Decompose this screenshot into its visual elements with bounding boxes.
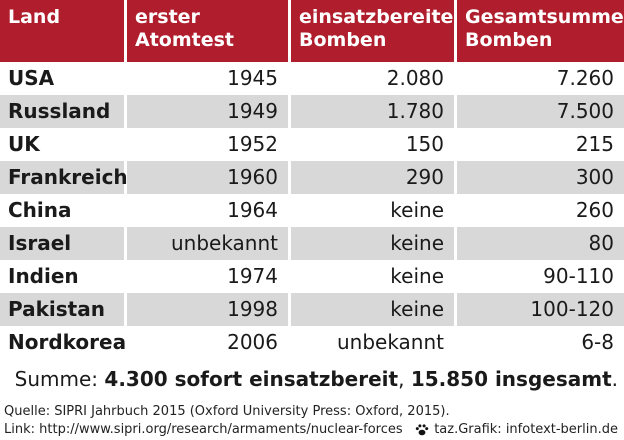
cell-einsatzbereit: keine bbox=[291, 260, 457, 293]
cell-einsatzbereit: keine bbox=[291, 293, 457, 326]
cell-gesamtsumme: 6-8 bbox=[581, 330, 614, 354]
cell-erster-atomtest: 1998 bbox=[127, 293, 291, 326]
table-row: Pakistan 1998 keine 100-120 bbox=[0, 293, 624, 326]
table-row: UK 1952 150 215 bbox=[0, 128, 624, 161]
table-body: USA 1945 2.080 7.260 Russland 1949 1.780 7.500 U… bbox=[0, 62, 624, 359]
cell-erster-atomtest: 1964 bbox=[127, 194, 291, 227]
cell-gesamtsumme: 90-110 bbox=[543, 264, 614, 288]
cell-land: China bbox=[0, 194, 127, 227]
header-gesamtsumme-bomben: Gesamtsumme Bomben bbox=[457, 0, 624, 62]
header-line: Bomben bbox=[465, 29, 553, 51]
cell-land: Russland bbox=[0, 95, 127, 128]
header-einsatzbereite-bomben: einsatzbereite Bomben bbox=[291, 0, 457, 62]
summary-line: Summe: 4.300 sofort einsatzbereit, 15.85… bbox=[0, 364, 618, 394]
summary-sep: , bbox=[398, 367, 411, 391]
cell-gesamtsumme: 215 bbox=[575, 132, 614, 156]
source-line: Quelle: SIPRI Jahrbuch 2015 (Oxford Univ… bbox=[4, 404, 450, 419]
header-line: Gesamtsumme bbox=[465, 6, 624, 28]
cell-land: Pakistan bbox=[0, 293, 127, 326]
table-row: Frankreich 1960 290 300 bbox=[0, 161, 624, 194]
header-line: einsatzbereite bbox=[299, 6, 454, 28]
cell-einsatzbereit: 1.780 bbox=[291, 95, 457, 128]
table-row: Nordkorea 2006 unbekannt 6-8 bbox=[0, 326, 624, 359]
cell-einsatzbereit: 2.080 bbox=[291, 62, 457, 95]
credit-text: taz.Grafik: infotext-berlin.de bbox=[434, 422, 618, 437]
cell-erster-atomtest: 1960 bbox=[127, 161, 291, 194]
cell-gesamtsumme: 7.260 bbox=[556, 66, 614, 90]
table-header: Land erster Atomtest einsatzbereite Bomben G… bbox=[0, 0, 624, 62]
cell-einsatzbereit: 290 bbox=[291, 161, 457, 194]
cell-land: Frankreich bbox=[0, 161, 128, 194]
cell-gesamtsumme: 7.500 bbox=[556, 99, 614, 123]
summary-prefix: Summe: bbox=[14, 367, 105, 391]
summary-total: 15.850 insgesamt bbox=[410, 367, 612, 391]
cell-erster-atomtest: unbekannt bbox=[127, 227, 291, 260]
cell-einsatzbereit: keine bbox=[291, 227, 457, 260]
header-line: Land bbox=[8, 6, 61, 28]
cell-einsatzbereit: 150 bbox=[291, 128, 457, 161]
header-erster-atomtest: erster Atomtest bbox=[127, 0, 291, 62]
cell-land: UK bbox=[0, 128, 127, 161]
link-line: Link: http://www.sipri.org/research/arma… bbox=[4, 422, 403, 437]
cell-gesamtsumme: 100-120 bbox=[530, 297, 614, 321]
cell-erster-atomtest: 1974 bbox=[127, 260, 291, 293]
nuclear-table: Land erster Atomtest einsatzbereite Bomben G… bbox=[0, 0, 624, 359]
cell-land: Nordkorea bbox=[0, 326, 127, 359]
table-row: USA 1945 2.080 7.260 bbox=[0, 62, 624, 95]
cell-land: Indien bbox=[0, 260, 127, 293]
summary-suffix: . bbox=[611, 367, 618, 391]
cell-land: Israel bbox=[0, 227, 127, 260]
cell-land: USA bbox=[0, 62, 127, 95]
header-line: Bomben bbox=[299, 29, 387, 51]
cell-gesamtsumme: 300 bbox=[575, 165, 614, 189]
header-line: erster Atomtest bbox=[135, 6, 234, 51]
table-row: China 1964 keine 260 bbox=[0, 194, 624, 227]
cell-einsatzbereit: keine bbox=[291, 194, 457, 227]
header-land: Land bbox=[0, 0, 127, 62]
cell-erster-atomtest: 1949 bbox=[127, 95, 291, 128]
cell-erster-atomtest: 2006 bbox=[127, 326, 291, 359]
cell-erster-atomtest: 1945 bbox=[127, 62, 291, 95]
summary-ready: 4.300 sofort einsatzbereit bbox=[104, 367, 399, 391]
table-row: Russland 1949 1.780 7.500 bbox=[0, 95, 624, 128]
cell-erster-atomtest: 1952 bbox=[127, 128, 291, 161]
credit: taz.Grafik: infotext-berlin.de bbox=[415, 422, 618, 438]
cell-gesamtsumme: 80 bbox=[588, 231, 614, 255]
table-row: Israel unbekannt keine 80 bbox=[0, 227, 624, 260]
table-row: Indien 1974 keine 90-110 bbox=[0, 260, 624, 293]
cell-einsatzbereit: unbekannt bbox=[291, 326, 457, 359]
cell-gesamtsumme: 260 bbox=[575, 198, 614, 222]
paw-icon bbox=[415, 424, 429, 436]
